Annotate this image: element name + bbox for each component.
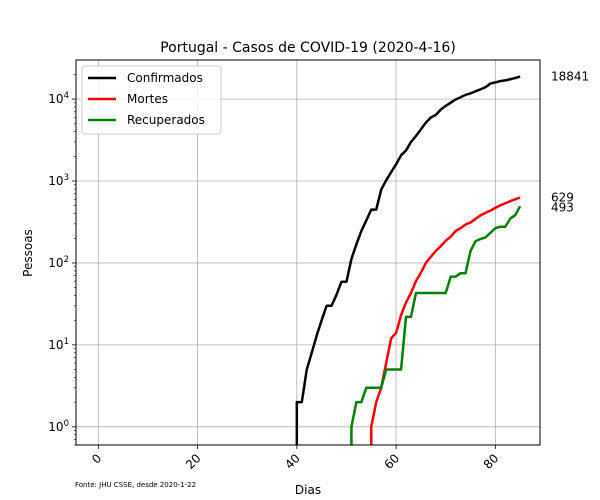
x-tick-label: 0 <box>89 451 104 466</box>
y-tick-base: 10 <box>48 420 63 434</box>
plot-series <box>295 75 522 445</box>
legend: Confirmados Mortes Recuperados <box>81 65 222 135</box>
y-tick-exponent: 3 <box>64 173 69 183</box>
x-axis-label: Dias <box>295 483 321 497</box>
x-tick-label: 60 <box>382 451 403 472</box>
y-tick-exponent: 4 <box>64 91 69 101</box>
legend-label: Confirmados <box>127 71 203 85</box>
series-line-confirmados <box>295 75 521 445</box>
end-label-confirmados: 18841 <box>551 70 589 84</box>
y-axis-label: Pessoas <box>21 229 35 277</box>
y-tick-exponent: 0 <box>64 419 69 429</box>
source-note: Fonte: JHU CSSE, desde 2020-1-22 <box>75 481 196 489</box>
y-tick-label: 102 <box>48 255 69 270</box>
y-tick-label: 104 <box>48 91 69 106</box>
x-tick-label: 40 <box>282 451 303 472</box>
y-tick-base: 10 <box>48 256 63 270</box>
y-tick-label: 103 <box>48 173 69 188</box>
x-tick-label: 20 <box>183 451 204 472</box>
end-label-recuperados: 493 <box>551 201 574 215</box>
y-tick-label: 100 <box>48 419 69 434</box>
x-tick-label: 80 <box>481 451 502 472</box>
y-tick-base: 10 <box>48 92 63 106</box>
x-axis-ticks: 0 20 40 60 80 <box>89 445 501 472</box>
axes-frame <box>75 59 541 446</box>
legend-label: Mortes <box>127 92 168 106</box>
y-tick-label: 101 <box>48 337 69 352</box>
series-line-recuperados <box>350 205 522 445</box>
y-tick-base: 10 <box>48 174 63 188</box>
y-tick-exponent: 1 <box>64 337 69 347</box>
legend-label: Recuperados <box>127 113 205 127</box>
y-tick-exponent: 2 <box>64 255 69 265</box>
legend-box <box>81 65 222 135</box>
series-line-mortes <box>370 196 521 445</box>
chart-title: Portugal - Casos de COVID-19 (2020-4-16) <box>160 40 456 56</box>
end-label-mortes: 629 <box>551 191 574 205</box>
y-tick-base: 10 <box>48 338 63 352</box>
